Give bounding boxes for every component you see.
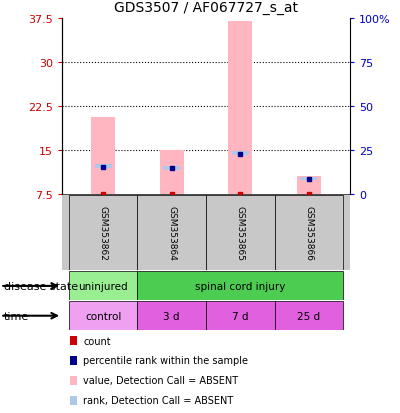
Text: uninjured: uninjured (78, 281, 128, 291)
Bar (138, 272, 343, 301)
Bar (69, 301, 138, 330)
Bar (232, 152, 249, 156)
Text: rank, Detection Call = ABSENT: rank, Detection Call = ABSENT (83, 395, 234, 405)
Bar (206, 195, 274, 271)
Bar (274, 195, 343, 271)
Bar (300, 178, 318, 180)
Text: value, Detection Call = ABSENT: value, Detection Call = ABSENT (83, 375, 238, 385)
Text: 7 d: 7 d (232, 311, 248, 321)
Text: GSM353865: GSM353865 (236, 206, 245, 260)
Text: 3 d: 3 d (164, 311, 180, 321)
Text: GSM353864: GSM353864 (167, 206, 176, 260)
Text: percentile rank within the sample: percentile rank within the sample (83, 356, 248, 366)
Text: control: control (85, 311, 121, 321)
Text: time: time (4, 311, 29, 321)
Text: disease state: disease state (4, 281, 78, 291)
Bar (163, 166, 180, 171)
Bar (160, 150, 184, 194)
Text: GSM353862: GSM353862 (99, 206, 108, 260)
Bar (297, 177, 321, 194)
Bar (69, 195, 138, 271)
Bar (138, 301, 206, 330)
Text: count: count (83, 336, 111, 346)
Bar (138, 195, 206, 271)
Text: spinal cord injury: spinal cord injury (195, 281, 286, 291)
Bar (274, 301, 343, 330)
Text: 25 d: 25 d (297, 311, 320, 321)
Bar (69, 272, 138, 301)
Bar (94, 165, 112, 169)
Text: GSM353866: GSM353866 (304, 206, 313, 260)
Bar (228, 21, 252, 194)
Title: GDS3507 / AF067727_s_at: GDS3507 / AF067727_s_at (114, 1, 298, 15)
Bar (91, 118, 115, 194)
Bar (206, 301, 274, 330)
